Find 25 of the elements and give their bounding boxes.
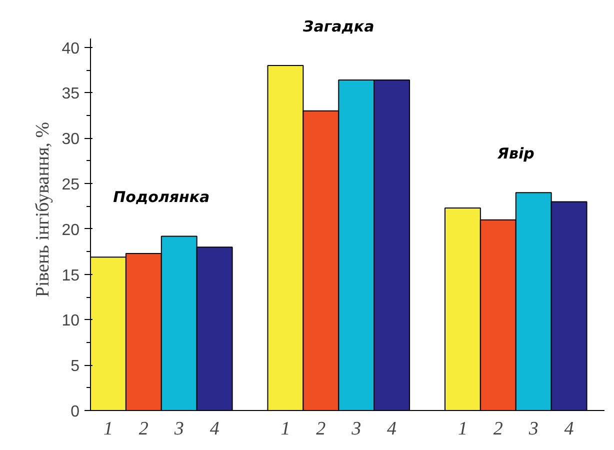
y-tick-label: 40: [62, 40, 80, 58]
y-tick-label: 15: [62, 267, 80, 284]
x-tick-label: 2: [138, 418, 149, 440]
y-tick-label: 20: [62, 222, 80, 239]
x-tick-label: 1: [103, 418, 113, 440]
x-tick-label: 4: [387, 418, 398, 440]
x-tick-label: 2: [316, 418, 326, 440]
x-tick-label: 1: [458, 418, 468, 440]
y-tick-label: 35: [62, 86, 80, 103]
x-tick-label: 3: [350, 418, 362, 440]
annotation: Явір: [496, 144, 535, 163]
x-tick-label: 2: [493, 418, 504, 440]
y-tick-label: 0: [70, 404, 80, 420]
text: Загадка: [303, 17, 374, 36]
annotation: Подолянка: [113, 188, 210, 206]
y-tick-label: 10: [62, 312, 80, 330]
y-axis-title: Рівень інгібування, %: [32, 122, 54, 298]
x-tick-label: 4: [564, 418, 574, 440]
x-tick-label: 3: [528, 418, 538, 440]
y-tick-label: 5: [70, 358, 80, 376]
y-tick-label: 25: [62, 176, 80, 194]
x-tick-label: 3: [173, 418, 184, 440]
x-tick-label: 4: [210, 418, 220, 440]
y-tick-label: 30: [62, 131, 80, 148]
x-tick-label: 1: [280, 418, 290, 440]
